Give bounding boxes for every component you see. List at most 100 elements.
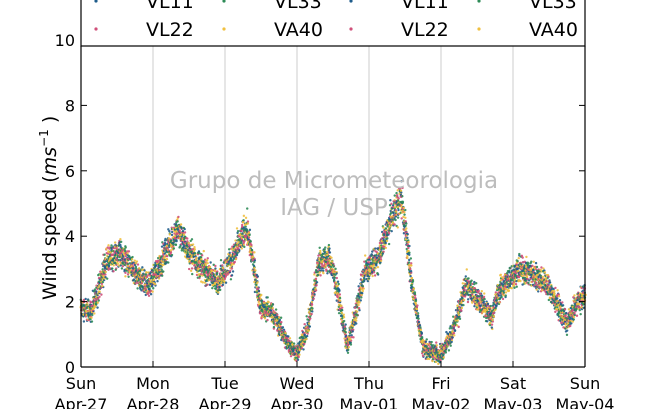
data-point-vl11 bbox=[420, 331, 424, 335]
data-point-va40 bbox=[342, 313, 345, 316]
data-point-va40 bbox=[135, 260, 139, 263]
data-point-vl22 bbox=[195, 273, 199, 277]
data-points bbox=[79, 180, 587, 366]
data-point-vl33 bbox=[160, 268, 163, 271]
data-point-va40 bbox=[410, 276, 414, 280]
data-point-va40 bbox=[340, 304, 343, 307]
data-point-vl33 bbox=[386, 225, 389, 228]
data-point-vl11 bbox=[292, 350, 295, 353]
data-point-va40 bbox=[205, 259, 209, 262]
data-point-vl33 bbox=[174, 243, 177, 246]
data-point-vl33 bbox=[316, 273, 320, 277]
data-point-vl22 bbox=[303, 342, 306, 345]
data-point-vl11 bbox=[328, 247, 331, 250]
data-point-vl33 bbox=[360, 296, 363, 299]
data-point-vl22 bbox=[183, 231, 187, 234]
data-point-vl22 bbox=[115, 246, 118, 250]
data-point-vl22 bbox=[312, 297, 315, 300]
data-point-va40 bbox=[374, 267, 377, 270]
data-point-vl33 bbox=[388, 229, 391, 232]
data-point-va40 bbox=[395, 210, 398, 213]
data-point-vl22 bbox=[200, 254, 204, 257]
data-point-va40 bbox=[253, 251, 256, 254]
data-point-vl11 bbox=[406, 233, 409, 236]
data-point-va40 bbox=[189, 243, 193, 247]
data-point-vl22 bbox=[466, 300, 470, 304]
data-point-vl33 bbox=[327, 243, 331, 247]
data-point-vl22 bbox=[186, 240, 189, 243]
data-point-vl33 bbox=[101, 280, 105, 284]
data-point-vl33 bbox=[160, 255, 164, 258]
data-point-va40 bbox=[363, 254, 367, 257]
data-point-va40 bbox=[94, 305, 97, 308]
data-point-vl22 bbox=[372, 271, 376, 274]
data-point-va40 bbox=[182, 233, 186, 236]
data-point-vl22 bbox=[395, 193, 399, 197]
data-point-vl11 bbox=[256, 275, 260, 278]
data-point-vl33 bbox=[346, 351, 350, 354]
data-point-vl22 bbox=[124, 271, 127, 275]
data-point-vl33 bbox=[117, 258, 120, 262]
data-point-va40 bbox=[332, 268, 335, 271]
data-point-vl22 bbox=[172, 226, 176, 229]
data-point-vl11 bbox=[84, 297, 87, 301]
data-point-vl11 bbox=[416, 314, 420, 317]
data-point-vl11 bbox=[450, 340, 453, 344]
data-point-va40 bbox=[262, 301, 266, 305]
data-point-va40 bbox=[355, 319, 358, 322]
data-point-va40 bbox=[107, 244, 110, 247]
data-point-va40 bbox=[456, 319, 459, 322]
data-point-va40 bbox=[347, 345, 351, 349]
data-point-va40 bbox=[340, 311, 344, 314]
data-point-vl33 bbox=[246, 207, 249, 210]
data-point-vl11 bbox=[320, 269, 323, 272]
data-point-vl22 bbox=[379, 257, 383, 261]
data-point-vl33 bbox=[249, 240, 252, 243]
data-point-vl33 bbox=[190, 238, 194, 241]
data-point-vl33 bbox=[356, 314, 359, 317]
data-point-vl33 bbox=[169, 239, 173, 242]
data-point-vl33 bbox=[394, 218, 397, 222]
data-point-vl22 bbox=[178, 229, 181, 233]
data-point-vl33 bbox=[191, 272, 194, 276]
data-point-vl33 bbox=[279, 316, 283, 319]
data-point-vl11 bbox=[486, 320, 489, 323]
data-point-vl22 bbox=[221, 264, 224, 267]
data-point-vl33 bbox=[413, 292, 417, 296]
data-point-vl33 bbox=[227, 262, 230, 266]
data-point-va40 bbox=[97, 286, 100, 289]
data-point-vl22 bbox=[297, 355, 300, 359]
data-point-va40 bbox=[396, 226, 400, 229]
data-point-vl11 bbox=[192, 255, 195, 258]
data-point-vl11 bbox=[218, 285, 221, 289]
data-point-vl11 bbox=[231, 270, 235, 273]
data-point-vl22 bbox=[266, 318, 269, 322]
data-point-va40 bbox=[96, 301, 100, 304]
data-point-va40 bbox=[241, 221, 245, 224]
data-point-va40 bbox=[461, 282, 464, 285]
data-point-vl22 bbox=[310, 312, 313, 316]
data-point-vl33 bbox=[144, 273, 148, 276]
data-point-vl33 bbox=[136, 287, 139, 290]
data-point-vl11 bbox=[149, 293, 153, 296]
data-point-vl33 bbox=[409, 257, 413, 260]
data-point-va40 bbox=[354, 316, 358, 320]
data-point-vl33 bbox=[431, 357, 435, 361]
data-point-va40 bbox=[152, 278, 155, 282]
data-point-vl22 bbox=[452, 331, 456, 335]
data-point-vl22 bbox=[230, 267, 234, 270]
data-point-vl22 bbox=[223, 277, 227, 281]
data-point-vl33 bbox=[160, 274, 164, 277]
data-point-va40 bbox=[101, 284, 104, 288]
data-point-vl33 bbox=[105, 277, 109, 280]
data-point-vl33 bbox=[243, 245, 246, 249]
data-point-vl33 bbox=[361, 284, 365, 288]
data-point-va40 bbox=[208, 265, 212, 269]
data-point-va40 bbox=[221, 266, 225, 270]
data-point-vl33 bbox=[128, 262, 132, 265]
data-point-vl22 bbox=[132, 265, 135, 268]
data-point-vl11 bbox=[497, 294, 501, 297]
data-point-vl33 bbox=[271, 303, 274, 306]
data-point-vl11 bbox=[168, 229, 171, 233]
data-point-vl22 bbox=[112, 270, 115, 273]
